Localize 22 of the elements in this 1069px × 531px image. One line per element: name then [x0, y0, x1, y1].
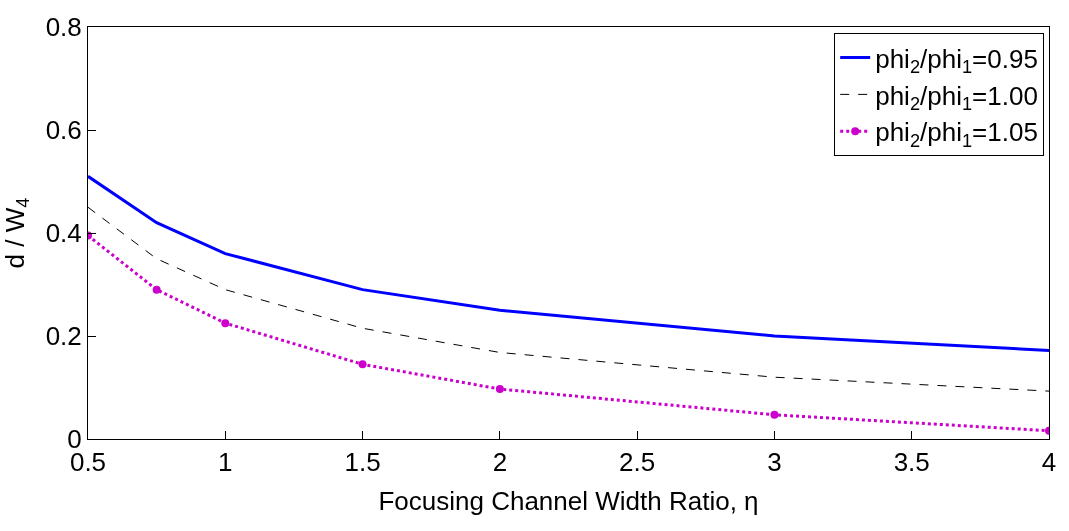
point [358, 360, 367, 369]
x-tick-label: 0.5 [69, 447, 107, 478]
x-tick-label: 1 [218, 447, 233, 478]
y-tick-label: 0.4 [45, 218, 82, 249]
x-tick-label: 2.5 [619, 447, 656, 478]
x-tick-label: 1.5 [344, 447, 381, 478]
x-tick-label: 4 [1041, 447, 1057, 478]
line-series [88, 174, 1049, 352]
legend-label: phi$_{2}$/phi$_{1}$=1.00 [875, 80, 1038, 114]
x-axis-title: Focusing Channel Width Ratio, η [378, 485, 759, 516]
y-tick-label: 0.2 [45, 321, 82, 352]
x-tick-label: 3.5 [893, 447, 930, 478]
point [495, 385, 504, 394]
point [152, 285, 161, 294]
x-tick-label: 2 [492, 447, 508, 478]
point [770, 410, 779, 419]
legend-label: phi$_{2}$/phi$_{1}$=0.95 [875, 43, 1038, 78]
y-tick-label: 0.8 [45, 12, 82, 43]
y-tick-label: 0.6 [45, 115, 82, 146]
x-tick-label: 3 [767, 447, 782, 478]
legend-label: phi$_{2}$/phi$_{1}$=1.05 [875, 117, 1038, 151]
point [221, 319, 230, 328]
